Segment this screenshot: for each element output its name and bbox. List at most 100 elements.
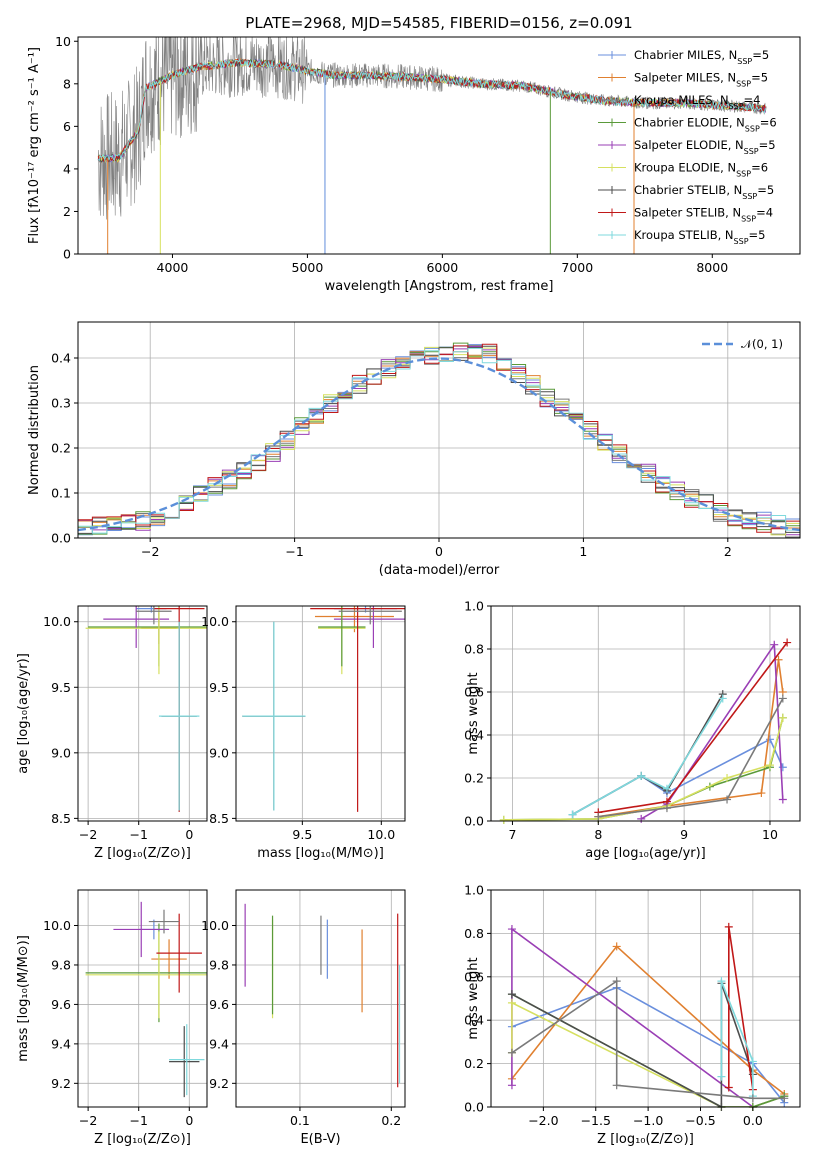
axes-frame [235,605,406,822]
y-tick-label: 9.5 [51,680,71,695]
y-tick-label: 0.1 [51,486,71,501]
x-tick-label: 5000 [292,260,324,275]
x-tick-label: −1 [129,827,147,842]
data-point-kroupa-stelib [568,810,577,819]
x-tick-label: 0.0 [743,1113,763,1128]
x-tick-label: 0.2 [381,1113,401,1128]
x-tick-label: 9.5 [292,827,312,842]
y-tick-label: 0.8 [464,642,484,657]
data-point-kroupa-stelib [662,784,671,793]
axes-frame [490,605,801,822]
y-tick-label: 0.3 [51,396,71,411]
y-tick-label: 0.2 [464,771,484,786]
data-point-kroupa-stelib [717,1072,726,1081]
data-point-salpeter-miles [612,942,621,951]
axes-frame [77,889,208,1108]
data-point-chabrier-stelib [507,990,516,999]
data-point-salpeter-elodie [778,795,787,804]
y-tick-label: 2 [63,204,71,219]
data-point-kroupa-miles [507,1048,516,1057]
x-tick-label: 7 [508,827,516,842]
x-axis-label: Z [log₁₀(Z/Z⊙)] [94,846,191,861]
y-tick-label: 9.2 [51,1076,71,1091]
y-tick-label: 9.0 [209,745,229,760]
x-tick-label: −1.5 [581,1113,611,1128]
y-tick-label: 4 [63,161,71,176]
y-tick-label: 0.8 [464,926,484,941]
series-line-kroupa-miles [598,698,784,818]
data-point-kroupa-stelib [637,771,646,780]
histogram-kroupa-stelib [78,347,800,534]
legend-entry: Salpeter ELODIE, NSSP=5 [634,138,776,156]
data-point-kroupa-stelib [748,1057,757,1066]
y-axis-label: Normed distribution [27,365,42,495]
y-tick-label: 0.2 [51,441,71,456]
data-point-salpeter-stelib [783,638,792,647]
y-tick-label: 9.4 [51,1036,71,1051]
x-tick-label: 0 [185,827,193,842]
x-tick-label: 7000 [561,260,593,275]
data-point-kroupa-stelib [717,977,726,986]
y-tick-label: 0.0 [464,814,484,829]
series-line-kroupa-stelib [572,698,724,816]
x-tick-label: 0.1 [290,1113,310,1128]
data-point-kroupa-miles [778,694,787,703]
y-tick-label: 10 [55,34,71,49]
y-tick-label: 6 [63,119,71,134]
x-tick-label: −1 [285,544,303,559]
y-tick-label: 1.0 [464,883,484,898]
x-tick-label: 0 [435,544,443,559]
y-tick-label: 9.8 [51,957,71,972]
data-point-salpeter-stelib [724,1083,733,1092]
legend-entry: Kroupa ELODIE, NSSP=6 [634,161,768,179]
x-tick-label: 8000 [696,260,728,275]
x-tick-label: 6000 [426,260,458,275]
series-line-kroupa-elodie [503,717,784,821]
data-point-kroupa-elodie [723,774,732,782]
x-tick-label: −2 [141,544,159,559]
y-tick-label: 8.5 [51,811,71,826]
x-axis-label: (data-model)/error [379,563,500,578]
x-tick-label: 8 [594,827,602,842]
y-axis-label: age [log₁₀(age/yr)] [16,653,31,774]
legend-entry: 𝒩(0, 1) [741,337,783,351]
data-point-kroupa-miles [780,1094,789,1103]
y-tick-label: 10.0 [43,918,71,933]
y-tick-label: 10.0 [201,614,229,629]
legend-entry: Chabrier STELIB, NSSP=5 [634,183,774,201]
x-tick-label: 0 [185,1113,193,1128]
data-point-chabrier-miles [778,763,787,772]
panel-7 [232,889,406,1111]
y-tick-label: 9.0 [51,745,71,760]
legend-entry: Salpeter STELIB, NSSP=4 [634,206,773,224]
series-line-salpeter-miles [511,945,785,1095]
x-tick-label: 10 [762,827,778,842]
data-point-salpeter-elodie [507,1081,516,1090]
data-point-kroupa-stelib [718,694,727,703]
x-axis-label: Z [log₁₀(Z/Z⊙)] [94,1132,191,1147]
y-axis-label: mass [log₁₀(M/M⊙)] [16,935,31,1062]
data-point-kroupa-miles [662,804,671,813]
x-tick-label: −2.0 [528,1113,558,1128]
legend-entry: Chabrier ELODIE, NSSP=6 [634,116,777,134]
y-tick-label: 0.6 [464,969,484,984]
x-axis-label: age [log₁₀(age/yr)] [585,846,706,861]
x-tick-label: 1 [579,544,587,559]
x-axis-label: Z [log₁₀(Z/Z⊙)] [597,1132,694,1147]
y-tick-label: 10.0 [201,918,229,933]
axes-frame [490,889,801,1108]
data-point-salpeter-elodie [507,925,516,934]
data-point-kroupa-miles [612,977,621,986]
axes-frame [235,889,406,1108]
y-tick-label: 0.0 [51,531,71,546]
y-axis-label: mass weight [466,957,481,1039]
data-point-salpeter-miles [757,789,766,798]
x-tick-label: −0.5 [685,1113,715,1128]
y-tick-label: 0.4 [464,728,484,743]
x-tick-label: 2 [724,544,732,559]
panel-5 [487,605,801,825]
data-point-kroupa-miles [723,795,732,804]
y-tick-label: 9.6 [209,997,229,1012]
data-point-kroupa-miles [748,1094,757,1103]
